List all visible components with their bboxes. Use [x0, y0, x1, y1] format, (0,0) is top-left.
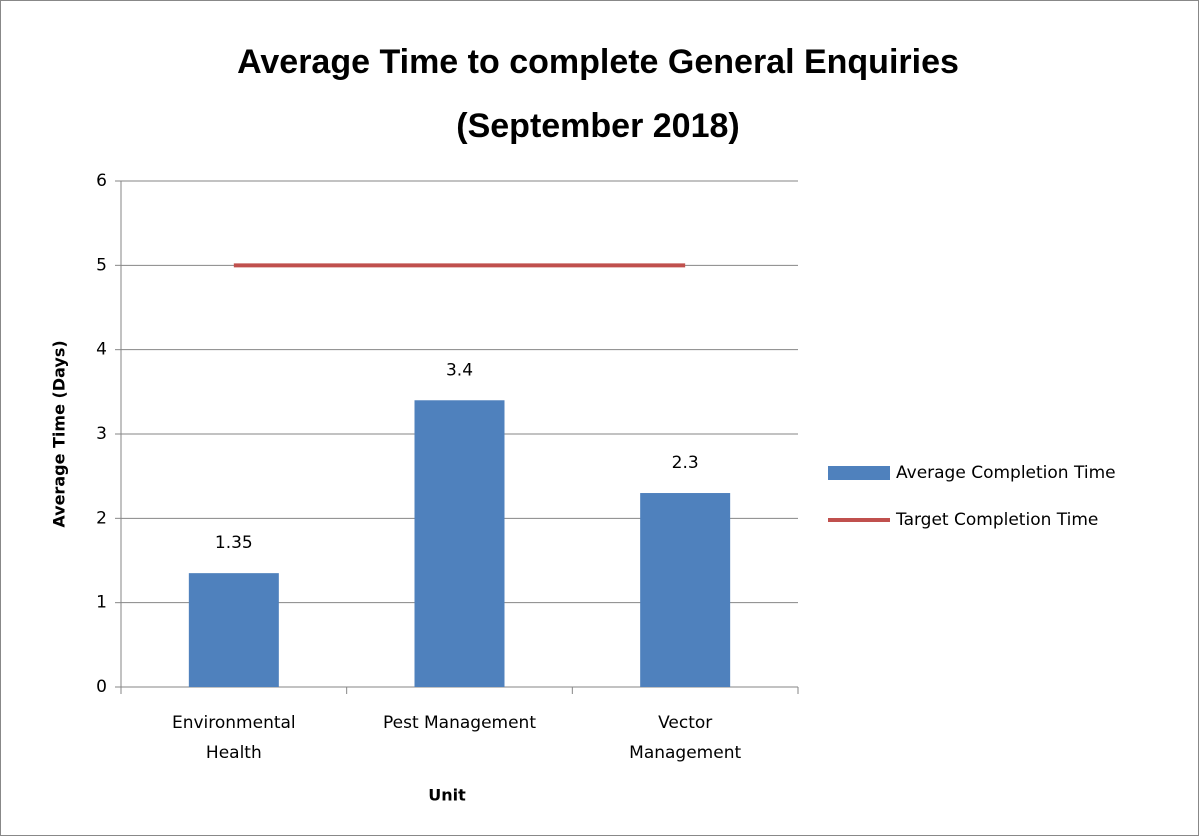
y-axis-title: Average Time (Days): [50, 340, 69, 527]
bar: [188, 573, 279, 687]
y-tick-label: 1: [96, 593, 107, 613]
legend-swatch: [828, 466, 890, 480]
bar: [414, 400, 505, 687]
legend-label: Target Completion Time: [895, 510, 1098, 530]
legend-label: Average Completion Time: [896, 463, 1116, 483]
y-tick-label: 6: [96, 171, 107, 191]
x-tick-label: Pest Management: [383, 713, 536, 733]
y-tick-label: 2: [96, 508, 107, 528]
x-tick-label: Vector Management: [629, 713, 741, 763]
y-tick-label: 5: [96, 255, 107, 275]
chart-title: (September 2018): [456, 107, 739, 145]
x-tick-label: Environmental Health: [172, 713, 296, 763]
y-tick-label: 4: [96, 340, 107, 360]
data-label: 3.4: [446, 360, 473, 380]
data-label: 1.35: [215, 533, 253, 553]
data-label: 2.3: [672, 453, 699, 473]
x-axis-title: Unit: [428, 786, 466, 805]
y-tick-label: 0: [96, 677, 107, 697]
y-tick-label: 3: [96, 424, 107, 444]
chart-title: Average Time to complete General Enquiri…: [237, 43, 959, 81]
bar: [640, 493, 731, 687]
